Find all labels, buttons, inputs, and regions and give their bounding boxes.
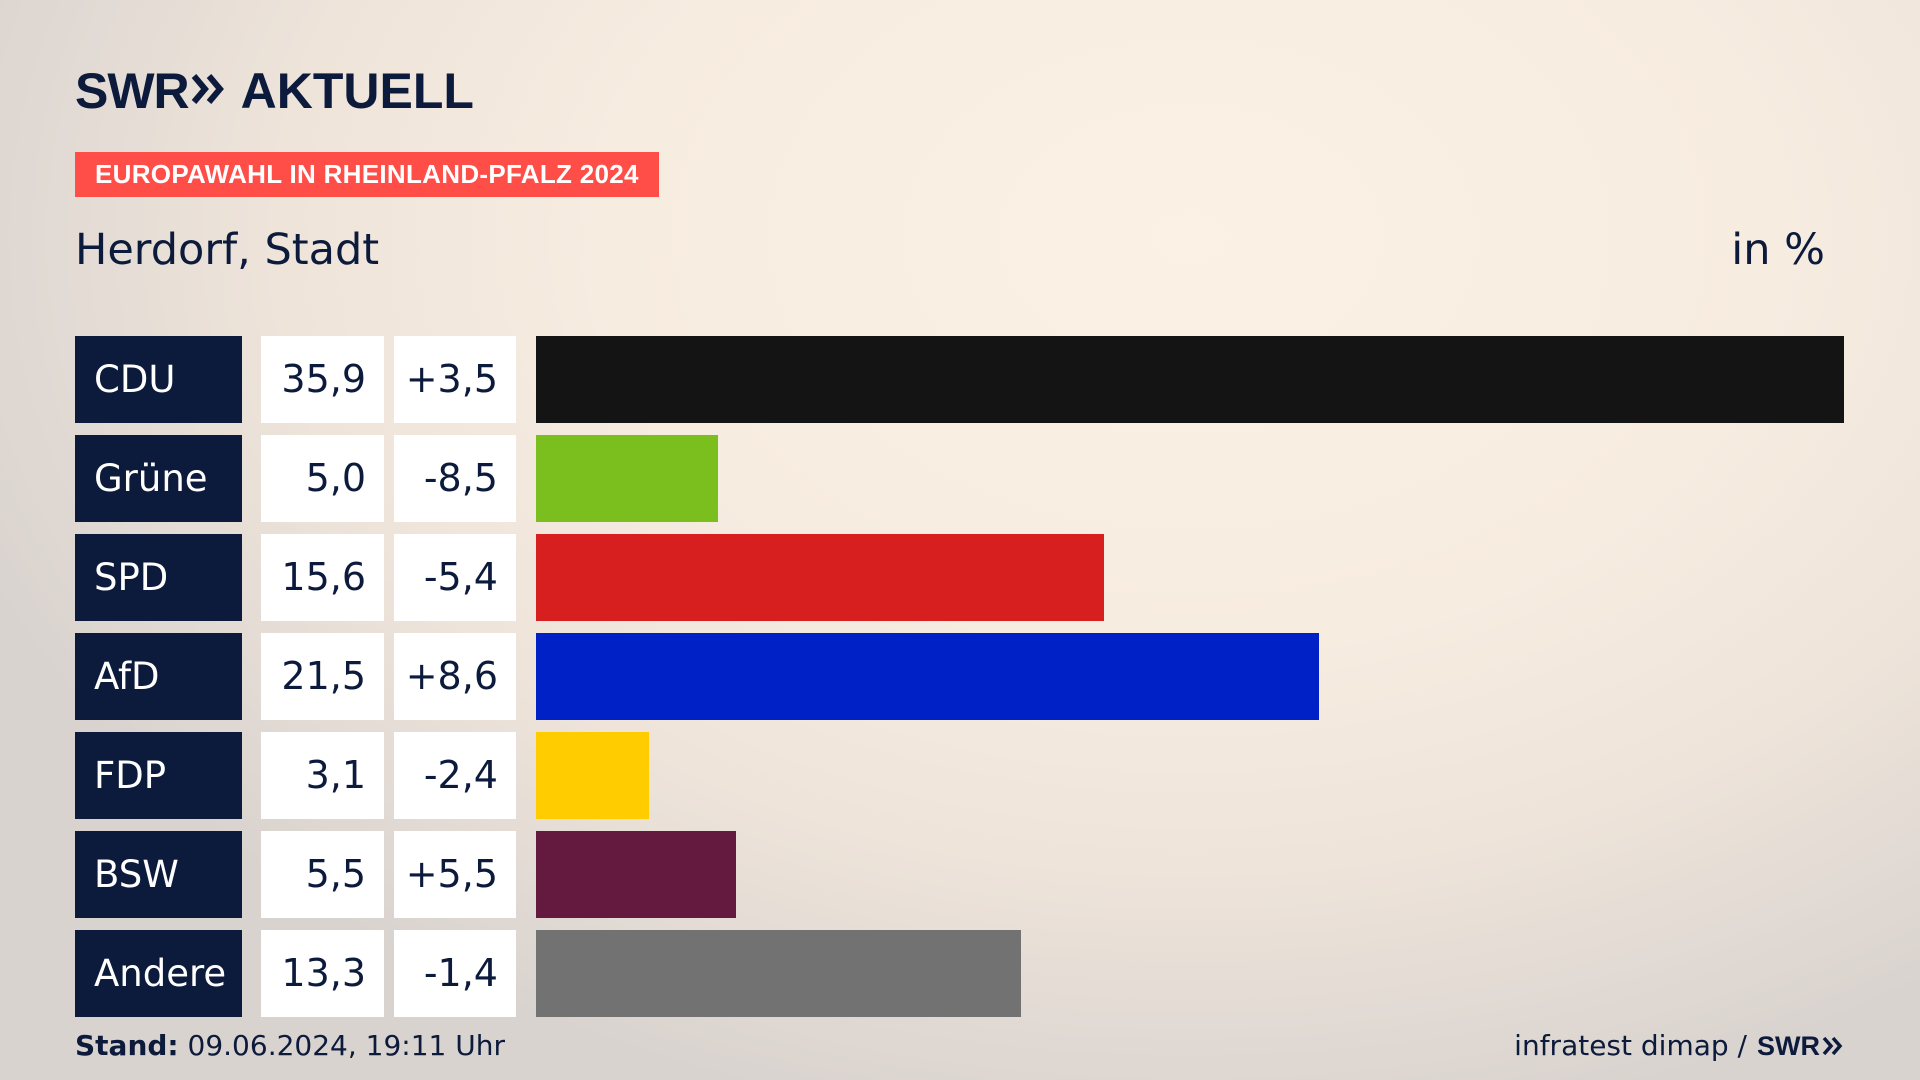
party-label: SPD xyxy=(75,534,242,621)
party-label: CDU xyxy=(75,336,242,423)
result-bar xyxy=(536,534,1104,621)
result-bar xyxy=(536,831,736,918)
unit-label: in % xyxy=(1731,225,1825,275)
source-text: infratest dimap / xyxy=(1514,1029,1747,1062)
change-value: +5,5 xyxy=(394,831,516,918)
vote-share-value: 35,9 xyxy=(261,336,384,423)
vote-share-value: 5,0 xyxy=(261,435,384,522)
party-label: Grüne xyxy=(75,435,242,522)
result-bar xyxy=(536,930,1021,1017)
vote-share-value: 13,3 xyxy=(261,930,384,1017)
vote-share-value: 15,6 xyxy=(261,534,384,621)
party-label: FDP xyxy=(75,732,242,819)
election-badge: EUROPAWAHL IN RHEINLAND-PFALZ 2024 xyxy=(75,152,659,197)
change-value: -5,4 xyxy=(394,534,516,621)
location-title: Herdorf, Stadt xyxy=(75,225,380,275)
party-label: BSW xyxy=(75,831,242,918)
result-bar xyxy=(536,336,1844,423)
change-value: -2,4 xyxy=(394,732,516,819)
logo-aktuell-text: AKTUELL xyxy=(240,63,474,119)
logo-swr-text: SWR xyxy=(75,63,190,119)
change-value: +8,6 xyxy=(394,633,516,720)
party-label: Andere xyxy=(75,930,242,1017)
change-value: -8,5 xyxy=(394,435,516,522)
timestamp: Stand: 09.06.2024, 19:11 Uhr xyxy=(75,1028,505,1064)
party-label: AfD xyxy=(75,633,242,720)
result-bar xyxy=(536,435,718,522)
double-chevron-icon xyxy=(191,71,227,111)
change-value: +3,5 xyxy=(394,336,516,423)
vote-share-value: 5,5 xyxy=(261,831,384,918)
source-logo: SWR xyxy=(1757,1028,1844,1064)
stand-label: Stand: xyxy=(75,1029,179,1062)
source-logo-text: SWR xyxy=(1757,1031,1820,1061)
source-chevron-icon xyxy=(1822,1036,1843,1056)
stand-value: 09.06.2024, 19:11 Uhr xyxy=(187,1029,505,1062)
vote-share-value: 3,1 xyxy=(261,732,384,819)
swr-aktuell-logo: SWR AKTUELL xyxy=(75,66,474,116)
result-bar xyxy=(536,732,649,819)
result-bar xyxy=(536,633,1319,720)
vote-share-value: 21,5 xyxy=(261,633,384,720)
change-value: -1,4 xyxy=(394,930,516,1017)
source-credit: infratest dimap / SWR xyxy=(1514,1028,1844,1064)
